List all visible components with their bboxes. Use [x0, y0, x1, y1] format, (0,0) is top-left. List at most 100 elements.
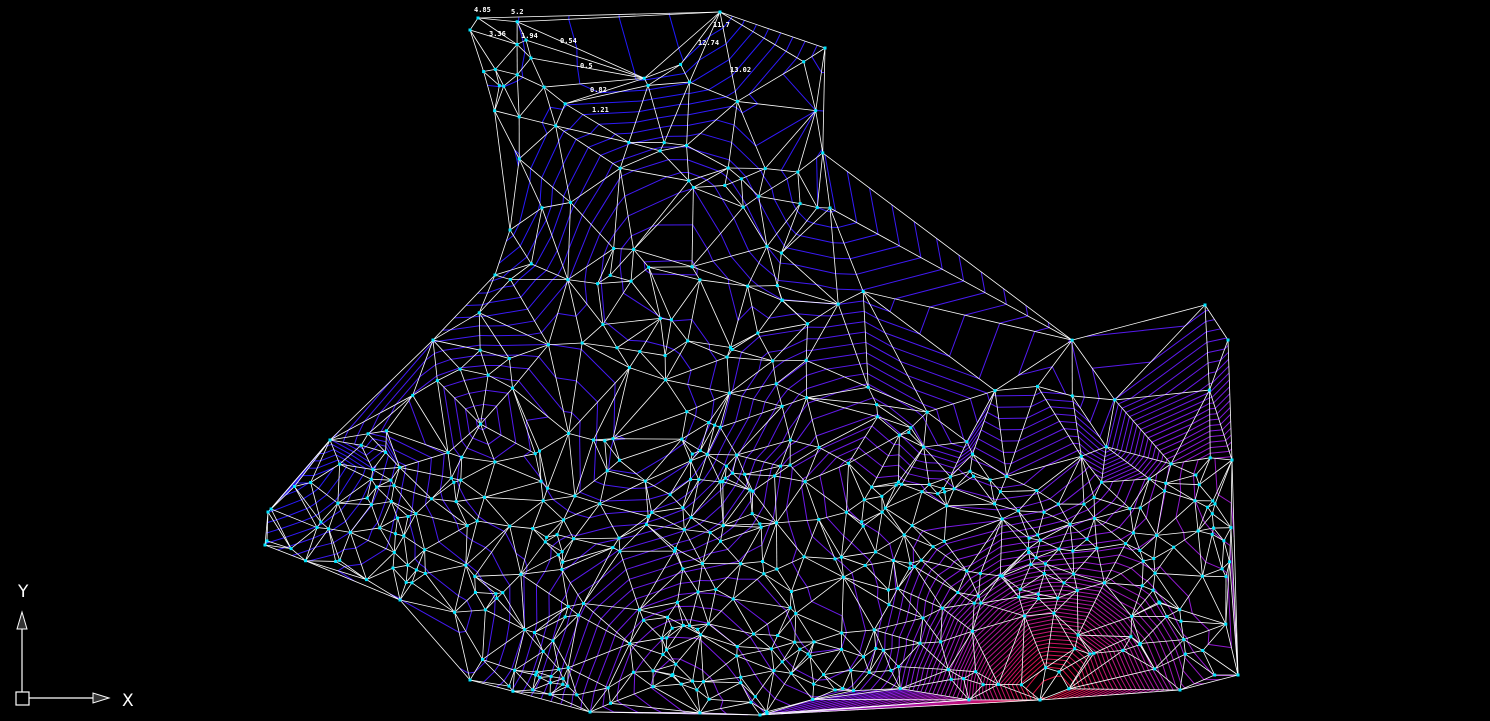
survey-point[interactable] — [775, 567, 779, 571]
survey-point[interactable] — [844, 510, 848, 514]
survey-point[interactable] — [576, 613, 580, 617]
survey-point[interactable] — [338, 462, 342, 466]
survey-point[interactable] — [1082, 502, 1086, 506]
survey-point[interactable] — [446, 451, 450, 455]
survey-point[interactable] — [478, 348, 482, 352]
survey-point[interactable] — [561, 677, 565, 681]
survey-point[interactable] — [1224, 622, 1228, 626]
survey-point[interactable] — [1017, 595, 1021, 599]
survey-point[interactable] — [902, 533, 906, 537]
survey-point[interactable] — [563, 102, 567, 106]
survey-point[interactable] — [309, 480, 313, 484]
survey-point[interactable] — [922, 445, 926, 449]
survey-point[interactable] — [874, 646, 878, 650]
survey-point[interactable] — [611, 437, 615, 441]
survey-point[interactable] — [548, 692, 552, 696]
survey-point[interactable] — [535, 670, 539, 674]
survey-point[interactable] — [794, 611, 798, 615]
survey-point[interactable] — [1038, 538, 1042, 542]
survey-point[interactable] — [661, 653, 665, 657]
survey-point[interactable] — [1236, 673, 1240, 677]
survey-point[interactable] — [822, 673, 826, 677]
survey-point[interactable] — [866, 385, 870, 389]
survey-point[interactable] — [746, 284, 750, 288]
survey-point[interactable] — [671, 673, 675, 677]
survey-point[interactable] — [1073, 647, 1077, 651]
survey-point[interactable] — [974, 670, 978, 674]
survey-point[interactable] — [714, 587, 718, 591]
survey-point[interactable] — [896, 480, 900, 484]
survey-point[interactable] — [468, 28, 472, 32]
survey-point[interactable] — [598, 502, 602, 506]
survey-point[interactable] — [948, 475, 952, 479]
survey-point[interactable] — [546, 486, 550, 490]
survey-point[interactable] — [675, 600, 679, 604]
survey-point[interactable] — [741, 205, 745, 209]
survey-point[interactable] — [1093, 516, 1097, 520]
survey-point[interactable] — [811, 698, 815, 702]
survey-point[interactable] — [1165, 614, 1169, 618]
survey-point[interactable] — [393, 532, 397, 536]
survey-point[interactable] — [707, 622, 711, 626]
survey-point[interactable] — [1155, 533, 1159, 537]
survey-point[interactable] — [765, 710, 769, 714]
survey-point[interactable] — [1042, 510, 1046, 514]
survey-point[interactable] — [1071, 549, 1075, 553]
survey-point[interactable] — [735, 99, 739, 103]
survey-point[interactable] — [931, 545, 935, 549]
survey-point[interactable] — [1194, 473, 1198, 477]
survey-point[interactable] — [468, 678, 472, 682]
survey-point[interactable] — [908, 566, 912, 570]
survey-point[interactable] — [688, 80, 692, 84]
survey-point[interactable] — [1079, 454, 1083, 458]
survey-point[interactable] — [557, 667, 561, 671]
survey-point[interactable] — [608, 273, 612, 277]
survey-point[interactable] — [1070, 338, 1074, 342]
survey-point[interactable] — [892, 559, 896, 563]
survey-point[interactable] — [817, 445, 821, 449]
survey-point[interactable] — [430, 497, 434, 501]
survey-point[interactable] — [532, 631, 536, 635]
survey-point[interactable] — [398, 465, 402, 469]
survey-point[interactable] — [672, 549, 676, 553]
survey-point[interactable] — [567, 431, 571, 435]
survey-point[interactable] — [802, 60, 806, 64]
survey-point[interactable] — [517, 157, 521, 161]
survey-point[interactable] — [1228, 560, 1232, 564]
survey-point[interactable] — [780, 404, 784, 408]
survey-point[interactable] — [1138, 548, 1142, 552]
survey-point[interactable] — [840, 631, 844, 635]
survey-point[interactable] — [1062, 581, 1066, 585]
survey-point[interactable] — [689, 515, 693, 519]
survey-point[interactable] — [721, 524, 725, 528]
survey-point[interactable] — [952, 487, 956, 491]
survey-point[interactable] — [674, 662, 678, 666]
survey-point[interactable] — [680, 437, 684, 441]
survey-point[interactable] — [765, 711, 769, 715]
survey-point[interactable] — [863, 563, 867, 567]
survey-point[interactable] — [615, 346, 619, 350]
survey-point[interactable] — [739, 681, 743, 685]
survey-point[interactable] — [618, 549, 622, 553]
survey-point[interactable] — [798, 647, 802, 651]
survey-point[interactable] — [515, 20, 519, 24]
survey-point[interactable] — [336, 501, 340, 505]
survey-point[interactable] — [861, 524, 865, 528]
survey-point[interactable] — [580, 341, 584, 345]
survey-point[interactable] — [758, 713, 762, 717]
survey-point[interactable] — [1035, 489, 1039, 493]
survey-point[interactable] — [1057, 547, 1061, 551]
survey-point[interactable] — [1206, 505, 1210, 509]
survey-point[interactable] — [839, 555, 843, 559]
survey-point[interactable] — [465, 524, 469, 528]
survey-point[interactable] — [1052, 611, 1056, 615]
survey-point[interactable] — [627, 140, 631, 144]
survey-point[interactable] — [515, 73, 519, 77]
survey-point[interactable] — [998, 574, 1002, 578]
survey-point[interactable] — [698, 278, 702, 282]
survey-point[interactable] — [821, 151, 825, 155]
survey-point[interactable] — [395, 516, 399, 520]
survey-point[interactable] — [1226, 338, 1230, 342]
survey-point[interactable] — [759, 525, 763, 529]
survey-point[interactable] — [946, 668, 950, 672]
